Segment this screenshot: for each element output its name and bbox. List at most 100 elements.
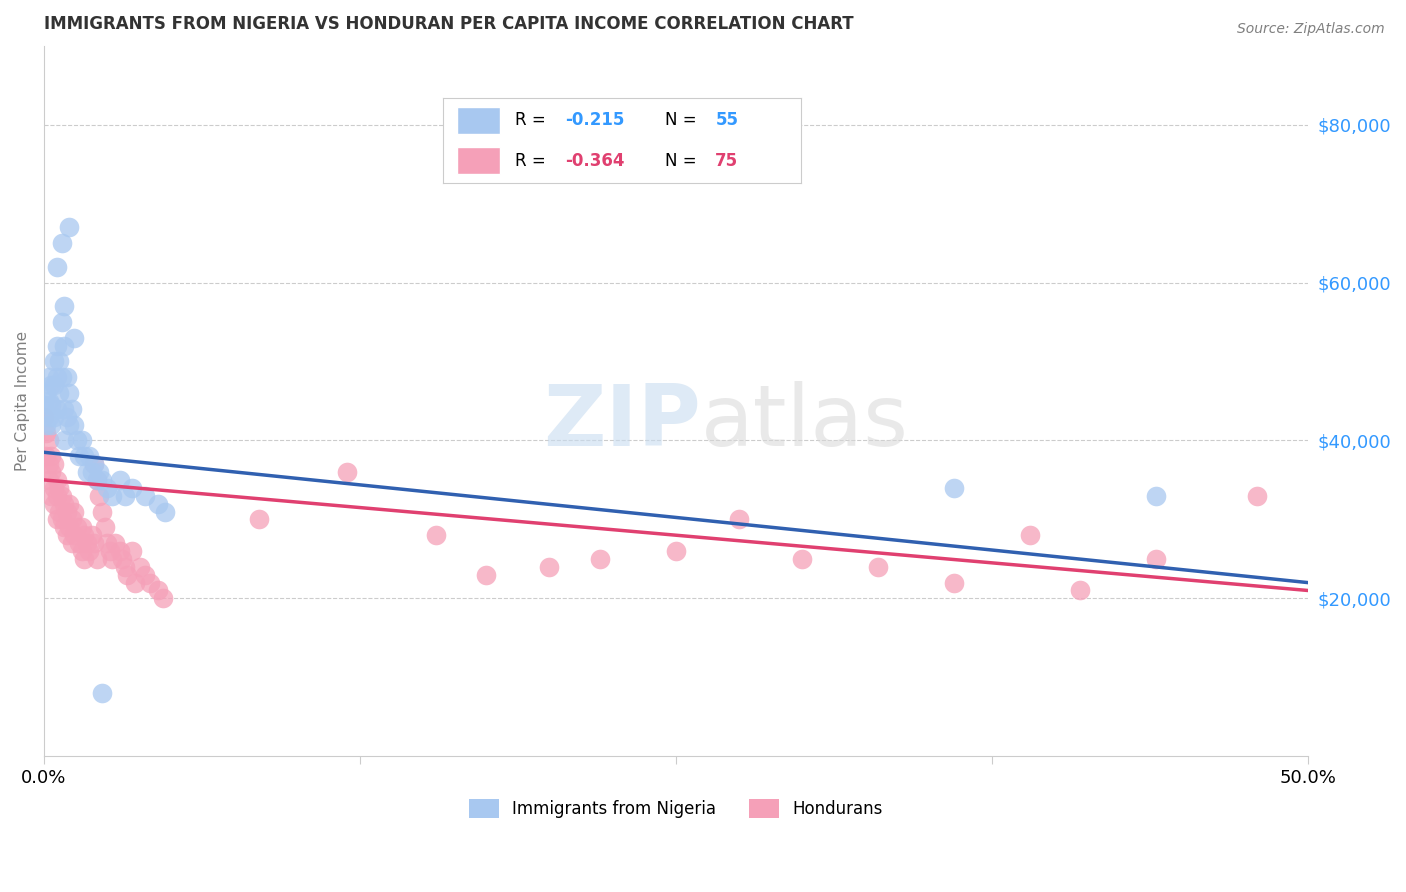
Text: -0.364: -0.364 [565, 152, 624, 169]
Point [45, 473, 67, 487]
Bar [457, 147, 501, 175]
Point [96, 481, 118, 495]
Point [1246, 489, 1268, 503]
Point [1144, 489, 1167, 503]
Point [73, 552, 96, 566]
Point [63, 417, 86, 432]
Point [114, 559, 136, 574]
Text: 75: 75 [716, 152, 738, 169]
Point [247, 512, 270, 526]
Point [35, 425, 58, 440]
Point [42, 409, 65, 424]
Point [101, 489, 124, 503]
Point [121, 544, 143, 558]
Point [91, 473, 114, 487]
Point [121, 481, 143, 495]
Point [66, 520, 89, 534]
Point [32, 398, 55, 412]
Point [146, 497, 169, 511]
Point [111, 552, 134, 566]
Point [45, 401, 67, 416]
Point [146, 583, 169, 598]
Text: -0.215: -0.215 [565, 112, 624, 129]
Point [45, 489, 67, 503]
Point [73, 449, 96, 463]
Text: N =: N = [665, 152, 702, 169]
Point [89, 465, 111, 479]
Point [51, 512, 73, 526]
Point [51, 315, 73, 329]
Point [48, 504, 70, 518]
Point [45, 260, 67, 274]
Point [124, 575, 146, 590]
Point [117, 567, 139, 582]
Point [45, 512, 67, 526]
Point [60, 512, 83, 526]
Point [728, 512, 751, 526]
Point [45, 370, 67, 384]
Text: Source: ZipAtlas.com: Source: ZipAtlas.com [1237, 22, 1385, 37]
Legend: Immigrants from Nigeria, Hondurans: Immigrants from Nigeria, Hondurans [460, 790, 891, 826]
Point [96, 536, 118, 550]
Text: N =: N = [665, 112, 702, 129]
Point [55, 370, 77, 384]
Point [91, 504, 114, 518]
Point [58, 497, 80, 511]
Point [89, 489, 111, 503]
Point [73, 528, 96, 542]
Point [42, 354, 65, 368]
Point [58, 220, 80, 235]
Point [38, 457, 60, 471]
Point [42, 497, 65, 511]
Point [35, 386, 58, 401]
Point [665, 544, 688, 558]
Point [32, 409, 55, 424]
Point [98, 544, 121, 558]
Point [866, 559, 889, 574]
Point [80, 465, 103, 479]
Point [38, 394, 60, 409]
Point [152, 591, 174, 606]
Point [942, 575, 965, 590]
Point [38, 473, 60, 487]
Point [41, 449, 63, 463]
Point [35, 417, 58, 432]
Point [48, 386, 70, 401]
Point [58, 386, 80, 401]
Point [53, 339, 76, 353]
Point [41, 465, 63, 479]
Point [114, 489, 136, 503]
Text: R =: R = [515, 112, 551, 129]
Point [86, 552, 108, 566]
Point [129, 559, 152, 574]
Bar [457, 107, 501, 134]
Point [86, 473, 108, 487]
Text: 55: 55 [716, 112, 738, 129]
Point [108, 544, 131, 558]
Point [79, 544, 101, 558]
Point [336, 465, 359, 479]
Point [38, 409, 60, 424]
Point [58, 520, 80, 534]
Point [63, 528, 86, 542]
Point [1144, 552, 1167, 566]
Point [139, 575, 162, 590]
Point [134, 489, 156, 503]
Point [70, 434, 93, 448]
Point [70, 544, 93, 558]
Point [55, 528, 77, 542]
Point [53, 497, 76, 511]
Point [35, 449, 58, 463]
Text: R =: R = [515, 152, 551, 169]
Point [60, 401, 83, 416]
Point [83, 536, 105, 550]
Point [42, 378, 65, 392]
Point [91, 686, 114, 700]
Point [134, 567, 156, 582]
Point [63, 504, 86, 518]
Point [67, 536, 90, 550]
Point [86, 473, 108, 487]
Point [42, 481, 65, 495]
Text: ZIP: ZIP [543, 381, 702, 464]
Point [42, 457, 65, 471]
